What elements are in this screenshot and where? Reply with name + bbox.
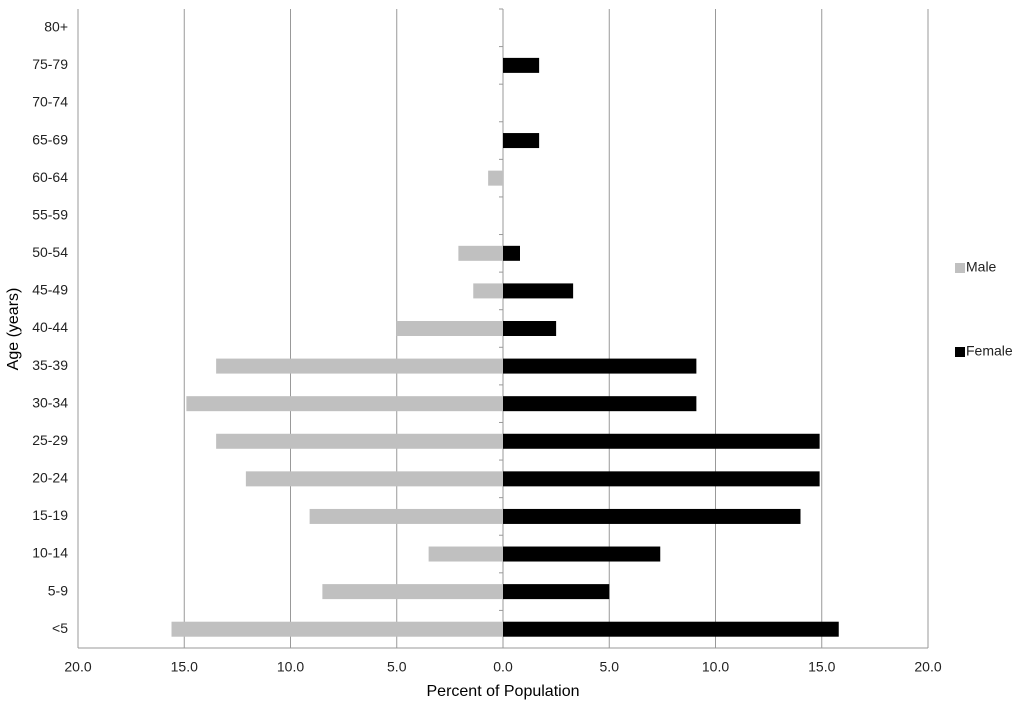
bar: [503, 283, 574, 299]
x-tick-label: 15.0: [171, 659, 198, 675]
y-tick-label: 50-54: [32, 244, 68, 260]
bar: [503, 396, 697, 412]
y-tick-label: 10-14: [32, 545, 68, 561]
y-tick-label: <5: [52, 620, 68, 636]
bar: [503, 621, 839, 637]
x-tick-label: 20.0: [64, 659, 91, 675]
bar: [488, 170, 503, 186]
bar: [503, 546, 661, 562]
bar: [503, 321, 557, 336]
bar: [186, 396, 503, 412]
y-axis-title: Age (years): [5, 288, 22, 371]
y-tick-label: 55-59: [32, 206, 68, 222]
y-tick-label: 70-74: [32, 94, 68, 110]
y-tick-label: 30-34: [32, 394, 68, 410]
y-tick-label: 20-24: [32, 470, 68, 486]
bar: [171, 621, 503, 637]
legend-label: Female: [966, 343, 1013, 359]
y-tick-label: 60-64: [32, 169, 68, 185]
bar: [503, 584, 610, 600]
bar: [503, 358, 697, 374]
legend-label: Male: [966, 259, 997, 275]
x-axis-title: Percent of Population: [427, 683, 580, 700]
y-tick-label: 40-44: [32, 319, 68, 335]
bar: [245, 471, 503, 487]
bar: [473, 283, 503, 299]
bar: [503, 245, 520, 261]
bar: [322, 584, 503, 600]
y-tick-label: 45-49: [32, 282, 68, 298]
legend-swatch: [955, 347, 965, 357]
bar: [503, 471, 820, 487]
x-tick-label: 10.0: [702, 659, 729, 675]
y-tick-label: 75-79: [32, 56, 68, 72]
bar: [309, 508, 503, 524]
bar: [216, 433, 503, 449]
bar: [503, 433, 820, 449]
y-tick-label: 65-69: [32, 131, 68, 147]
bar: [458, 245, 503, 261]
y-tick-label: 25-29: [32, 432, 68, 448]
x-tick-label: 5.0: [600, 659, 620, 675]
y-tick-label: 15-19: [32, 507, 68, 523]
x-tick-label: 10.0: [277, 659, 304, 675]
bar: [216, 358, 503, 374]
legend-swatch: [955, 263, 965, 273]
y-tick-label: 80+: [44, 18, 68, 34]
bar: [428, 546, 503, 562]
bar: [503, 57, 540, 73]
bar: [396, 321, 503, 336]
bar: [503, 508, 801, 524]
bar: [503, 133, 540, 149]
x-tick-label: 15.0: [808, 659, 835, 675]
y-tick-label: 5-9: [48, 582, 68, 598]
x-tick-label: 20.0: [914, 659, 941, 675]
x-tick-label: 5.0: [387, 659, 407, 675]
y-tick-label: 35-39: [32, 357, 68, 373]
x-tick-label: 0.0: [493, 659, 513, 675]
